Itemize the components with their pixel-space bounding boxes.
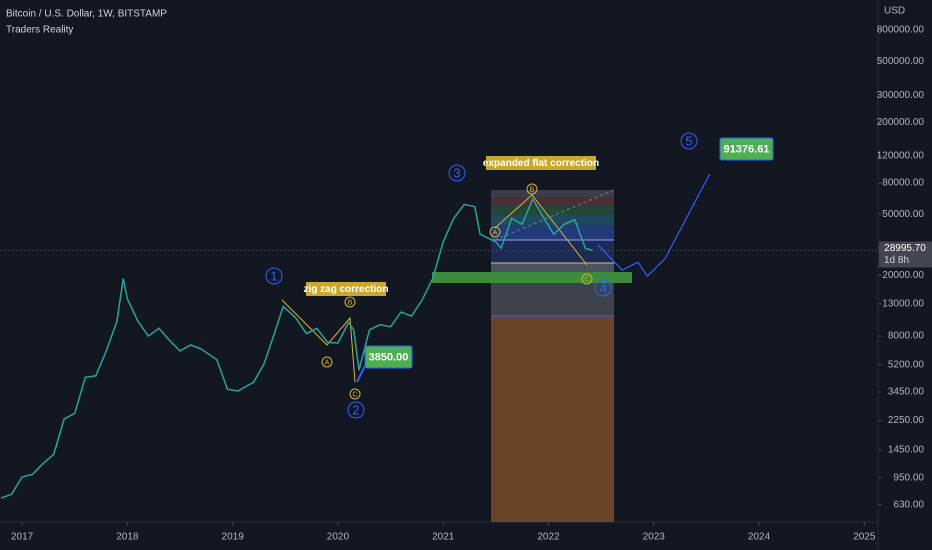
correction-box — [306, 282, 386, 296]
y-tick-label: 1450.00 — [888, 444, 925, 455]
chart-title: Bitcoin / U.S. Dollar, 1W, BITSTAMP — [6, 9, 167, 20]
price-label: 91376.61 — [724, 143, 770, 155]
annotations — [281, 189, 615, 383]
y-tick-label: 300000.00 — [877, 90, 925, 101]
fib-band — [491, 205, 614, 215]
fib-band — [491, 263, 614, 272]
price-tag — [879, 241, 932, 268]
wave-label: 3 — [453, 165, 460, 180]
fib-band — [491, 215, 614, 225]
y-tick-label: 200000.00 — [877, 117, 925, 128]
x-tick-label: 2017 — [11, 532, 34, 543]
correction-title: zig zag correction — [303, 284, 388, 295]
abc-label: B — [530, 186, 535, 193]
y-tick-label: 500000.00 — [877, 56, 925, 67]
y-tick-label: 3450.00 — [888, 387, 925, 398]
abc-label: C — [352, 391, 357, 398]
arrow — [356, 365, 366, 383]
abc-circle — [526, 183, 538, 195]
y-tick-label: 50000.00 — [882, 209, 924, 220]
wave-label: 4 — [599, 280, 606, 295]
plot — [0, 173, 711, 499]
y-tick-label: 120000.00 — [877, 151, 925, 162]
correction-title: expanded flat correction — [483, 158, 599, 169]
wave-label: 1 — [270, 268, 277, 283]
current-price-label: 28995.70 — [884, 243, 926, 254]
price-label-box — [364, 345, 413, 369]
y-tick-label: 630.00 — [893, 500, 924, 511]
y-tick-label: 950.00 — [893, 472, 924, 483]
y-tick-label: 2250.00 — [888, 415, 925, 426]
x-tick-label: 2025 — [853, 532, 876, 543]
price-label-box — [719, 137, 774, 161]
abc-circle — [321, 356, 333, 368]
flat-line — [494, 194, 588, 266]
x-tick-label: 2022 — [537, 532, 560, 543]
fib-zone — [432, 190, 632, 522]
wave-circle — [347, 401, 365, 419]
abc-circle — [489, 226, 501, 238]
abc-circle — [349, 388, 361, 400]
x-tick-label: 2023 — [643, 532, 666, 543]
abc-label: B — [348, 299, 353, 306]
y-tick-label: 13000.00 — [882, 298, 924, 309]
fib-band — [491, 282, 614, 316]
wave-label: 2 — [352, 402, 359, 417]
y-unit: USD — [884, 6, 905, 17]
abc-label: A — [325, 359, 330, 366]
x-tick-label: 2018 — [116, 532, 139, 543]
wave-label: 5 — [685, 133, 692, 148]
x-tick-label: 2020 — [327, 532, 350, 543]
price-label: 3850.00 — [369, 351, 409, 363]
fib-band — [491, 197, 614, 205]
fib-band — [491, 240, 614, 263]
wave-circle — [594, 279, 612, 297]
chart-subtitle: Traders Reality — [6, 25, 73, 36]
countdown: 1d 8h — [884, 255, 909, 266]
abc-label: A — [493, 229, 498, 236]
price-line — [0, 197, 593, 499]
wave-circle — [448, 164, 466, 182]
y-tick-label: 20000.00 — [882, 270, 924, 281]
y-tick-label: 800000.00 — [877, 25, 925, 36]
abc-label: C — [584, 276, 589, 283]
x-tick-label: 2021 — [432, 532, 455, 543]
abc-circle — [344, 296, 356, 308]
y-tick-label: 8000.00 — [888, 331, 925, 342]
wave-circle — [680, 132, 698, 150]
y-tick-label: 80000.00 — [882, 178, 924, 189]
y-tick-label: 5200.00 — [888, 359, 925, 370]
fib-band — [491, 316, 614, 522]
correction-box — [486, 156, 596, 170]
abc-circle — [581, 273, 593, 285]
wave-circle — [265, 267, 283, 285]
x-tick-label: 2024 — [748, 532, 771, 543]
support-zone — [432, 272, 632, 283]
fib-band — [491, 190, 614, 197]
zigzag-line — [281, 299, 356, 383]
x-tick-label: 2019 — [222, 532, 245, 543]
projection-line — [597, 173, 711, 278]
